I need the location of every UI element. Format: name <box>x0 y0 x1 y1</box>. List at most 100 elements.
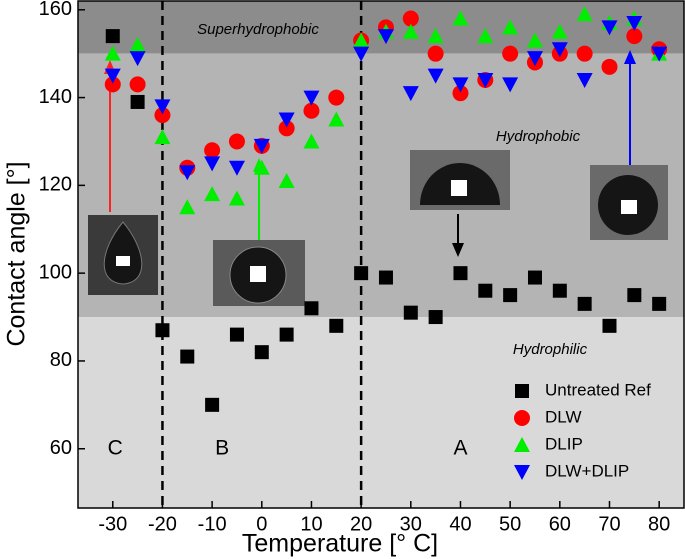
marker-triangle <box>526 51 543 67</box>
marker-triangle <box>154 129 171 145</box>
marker-square <box>503 288 518 303</box>
marker-circle <box>204 142 221 159</box>
regions <box>78 1 684 508</box>
y-axis-label: Contact angle [°] <box>3 161 31 346</box>
marker-square <box>428 310 443 325</box>
y-tick-label: 160 <box>39 0 72 20</box>
y-tick-label: 120 <box>39 174 72 196</box>
legend-label: Untreated Ref <box>545 380 651 399</box>
marker-square <box>130 94 145 109</box>
marker-square <box>577 296 592 311</box>
y-tick-label: 80 <box>50 349 72 371</box>
marker-square <box>304 301 319 316</box>
marker-triangle <box>253 159 270 175</box>
region-label: Hydrophobic <box>496 128 581 145</box>
x-tick-label: 30 <box>400 513 422 535</box>
droplet-highlight <box>621 200 637 214</box>
marker-triangle <box>303 90 320 106</box>
marker-triangle <box>651 46 668 62</box>
y-tick-label: 140 <box>39 86 72 108</box>
x-tick-label: 10 <box>300 513 322 535</box>
marker-triangle <box>576 6 593 22</box>
marker-triangle <box>402 86 419 102</box>
marker-square <box>155 323 170 338</box>
marker-triangle <box>278 172 295 188</box>
x-tick-label: 80 <box>648 513 670 535</box>
marker-triangle <box>427 28 444 44</box>
marker-square <box>515 384 529 398</box>
droplet-highlight <box>116 256 130 266</box>
marker-circle <box>601 58 618 75</box>
marker-triangle <box>204 186 221 202</box>
marker-triangle <box>551 23 568 39</box>
region <box>78 317 684 508</box>
marker-triangle <box>253 138 270 154</box>
y-tick-label: 60 <box>50 437 72 459</box>
marker-triangle <box>328 111 345 127</box>
marker-square <box>105 29 120 44</box>
marker-triangle <box>129 51 146 67</box>
zone-label: A <box>453 437 467 460</box>
marker-triangle <box>514 437 530 452</box>
x-tick-label: 0 <box>256 513 267 535</box>
marker-square <box>279 327 294 342</box>
x-tick-label: -20 <box>148 513 177 535</box>
zone-label: C <box>108 437 123 460</box>
plot-frame <box>77 0 685 509</box>
marker-triangle <box>353 32 370 48</box>
marker-circle <box>328 89 345 106</box>
marker-square <box>627 288 642 303</box>
marker-triangle <box>179 165 196 181</box>
marker-triangle <box>228 160 245 176</box>
marker-circle <box>452 85 469 102</box>
marker-circle <box>104 76 121 93</box>
marker-triangle <box>526 32 543 48</box>
marker-square <box>652 296 667 311</box>
y-tick-label: 100 <box>39 261 72 283</box>
droplet <box>103 221 143 285</box>
marker-triangle <box>452 10 469 26</box>
marker-circle <box>228 133 245 150</box>
x-tick-label: 20 <box>350 513 372 535</box>
legend-label: DLIP <box>545 434 583 453</box>
marker-triangle <box>204 156 221 172</box>
marker-square <box>229 327 244 342</box>
marker-triangle <box>601 20 618 36</box>
marker-square <box>254 345 269 360</box>
marker-triangle <box>278 112 295 128</box>
marker-circle <box>129 76 146 93</box>
marker-circle <box>514 410 530 426</box>
zone-label: B <box>215 437 229 460</box>
marker-square <box>403 305 418 320</box>
marker-square <box>478 283 493 298</box>
marker-square <box>453 266 468 281</box>
marker-triangle <box>353 46 370 62</box>
marker-square <box>354 266 369 281</box>
region-label: Hydrophilic <box>513 341 588 358</box>
marker-square <box>602 318 617 333</box>
marker-circle <box>502 45 519 62</box>
marker-triangle <box>514 465 530 480</box>
marker-triangle <box>477 73 494 89</box>
marker-square <box>378 270 393 285</box>
marker-triangle <box>626 15 643 31</box>
x-tick-label: 60 <box>549 513 571 535</box>
region-label: Superhydrophobic <box>197 21 319 38</box>
marker-circle <box>576 45 593 62</box>
marker-triangle <box>129 36 146 52</box>
marker-triangle <box>228 190 245 206</box>
marker-triangle <box>377 29 394 45</box>
marker-triangle <box>551 42 568 58</box>
marker-triangle <box>477 28 494 44</box>
marker-circle <box>154 107 171 124</box>
marker-triangle <box>154 99 171 115</box>
marker-square <box>552 283 567 298</box>
marker-circle <box>402 10 419 27</box>
marker-circle <box>278 120 295 137</box>
marker-circle <box>427 45 444 62</box>
marker-square <box>527 270 542 285</box>
marker-triangle <box>402 23 419 39</box>
marker-triangle <box>303 133 320 149</box>
marker-square <box>180 349 195 364</box>
marker-triangle <box>179 199 196 215</box>
